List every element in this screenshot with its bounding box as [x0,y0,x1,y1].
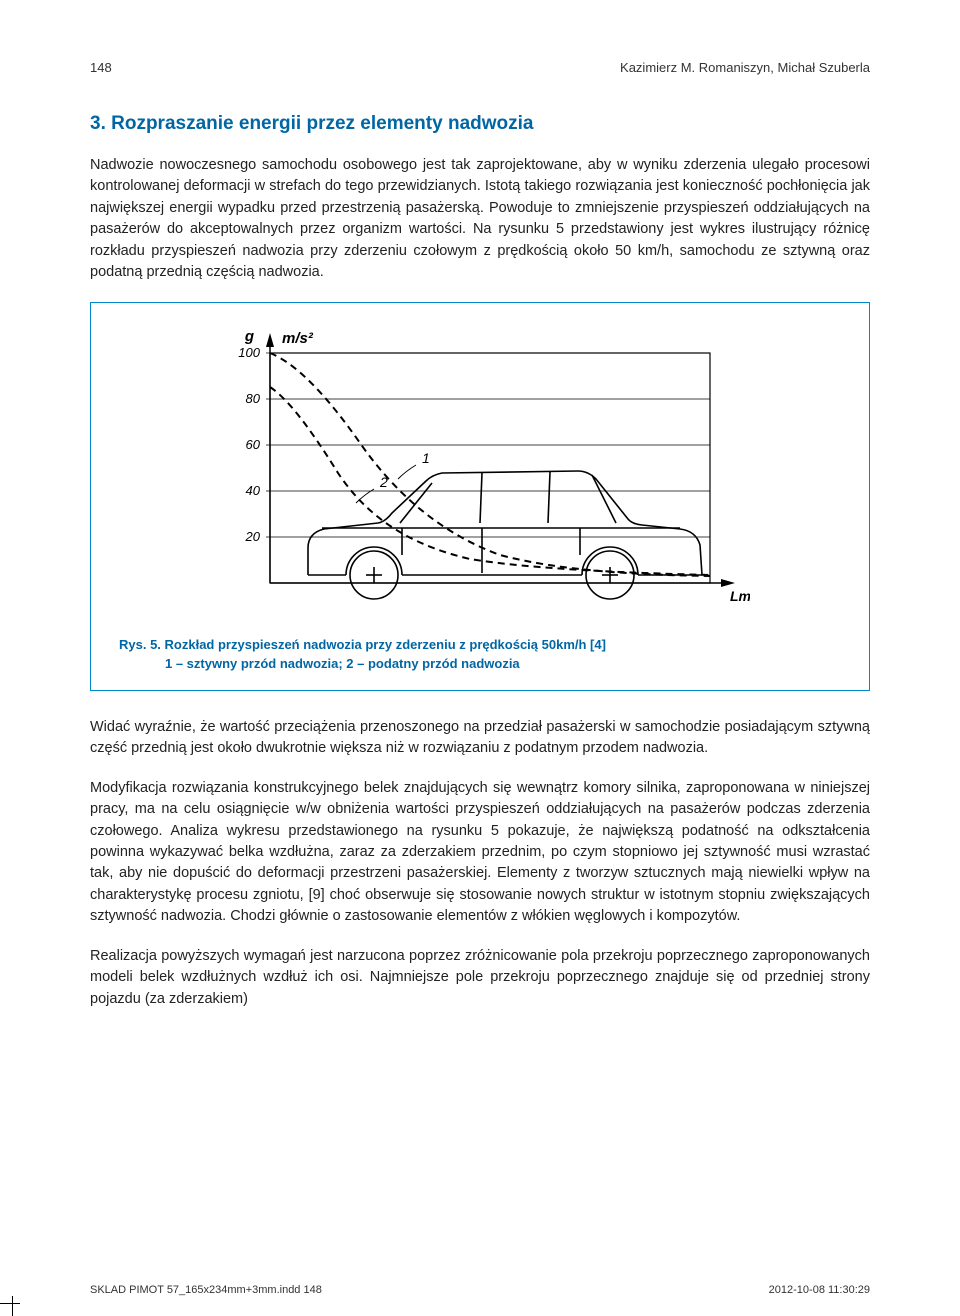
car-diagram [308,471,702,599]
footer-timestamp: 2012-10-08 11:30:29 [769,1284,870,1296]
section-title: 3. Rozpraszanie energii przez elementy n… [90,113,870,135]
figure-5-chart: 20 40 60 80 100 g m/s² Lm [210,323,750,623]
crop-mark-bl [0,1276,40,1316]
caption-line2: 1 – sztywny przód nadwozia; 2 – podatny … [119,656,520,671]
ytick-80: 80 [246,391,261,406]
page-header: 148 Kazimierz M. Romaniszyn, Michał Szub… [90,60,870,75]
curve-2 [270,387,710,575]
paragraph-3: Modyfikacja rozwiązania konstrukcyjnego … [90,778,870,928]
page-number: 148 [90,60,112,75]
figure-5-caption: Rys. 5. Rozkład przyspieszeń nadwozia pr… [119,635,841,674]
caption-line1: Rys. 5. Rozkład przyspieszeń nadwozia pr… [119,637,606,652]
footer-filename: SKLAD PIMOT 57_165x234mm+3mm.indd 148 [90,1284,322,1296]
paragraph-2: Widać wyraźnie, że wartość przeciążenia … [90,717,870,760]
paragraph-4: Realizacja powyższych wymagań jest narzu… [90,946,870,1010]
page-footer: SKLAD PIMOT 57_165x234mm+3mm.indd 148 20… [90,1284,870,1296]
ytick-40: 40 [246,483,261,498]
header-authors: Kazimierz M. Romaniszyn, Michał Szuberla [620,60,870,75]
y-axis-unit: m/s² [282,330,314,347]
y-axis-g: g [244,328,254,345]
figure-5-container: 20 40 60 80 100 g m/s² Lm [90,302,870,691]
curve2-label: 2 [379,474,388,490]
ytick-100: 100 [238,345,260,360]
ytick-20: 20 [245,529,261,544]
curve1-label: 1 [422,450,430,466]
paragraph-1: Nadwozie nowoczesnego samochodu osoboweg… [90,155,870,284]
ytick-60: 60 [246,437,261,452]
curve-1 [270,353,710,576]
x-axis-label: Lm [730,588,750,604]
